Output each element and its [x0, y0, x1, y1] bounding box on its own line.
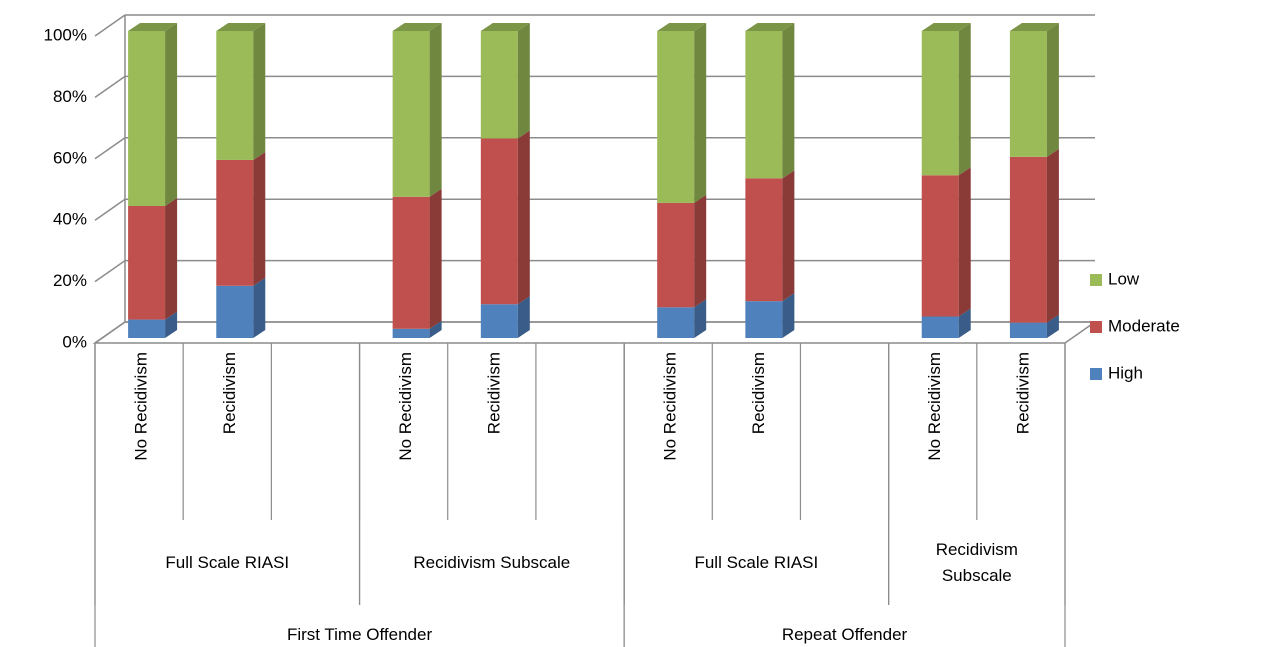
tick-diagonal [94, 259, 126, 283]
bar [392, 328, 430, 338]
bar-side [253, 23, 266, 160]
bar [657, 202, 695, 308]
x-tick-label: Recidivism [220, 352, 239, 434]
bar [216, 31, 254, 160]
bar [128, 205, 166, 320]
bar [745, 31, 783, 179]
group-label: Repeat Offender [781, 625, 908, 644]
tick-diagonal [94, 137, 126, 160]
x-tick-label: Recidivism [1013, 352, 1032, 434]
tick-diagonal [94, 321, 126, 344]
bar-side [694, 194, 707, 308]
bar [657, 307, 695, 338]
tick-diagonal [94, 198, 126, 221]
group-label: First Time Offender [286, 625, 433, 644]
bar-side [1046, 23, 1059, 157]
bar-side [782, 293, 795, 338]
x-tick-label: No Recidivism [396, 352, 415, 461]
y-tick-label: 100% [44, 25, 87, 44]
legend-label: Low [1108, 269, 1140, 288]
bar-top [216, 23, 266, 31]
bar-side [517, 130, 530, 305]
bar-side [517, 23, 530, 139]
bar-side [165, 23, 178, 206]
bar-side [694, 299, 707, 338]
bar [480, 304, 518, 338]
bar-side [429, 320, 442, 338]
bar-side [782, 23, 795, 179]
legend-swatch [1090, 274, 1102, 286]
x-tick-label: No Recidivism [132, 352, 151, 461]
legend-label: High [1108, 363, 1143, 382]
bar-side [165, 197, 178, 320]
y-tick-label: 20% [53, 271, 87, 290]
bar-side [1046, 314, 1059, 338]
y-tick-label: 0% [62, 332, 87, 351]
tick-diagonal [94, 75, 126, 99]
bar [480, 138, 518, 305]
bar [128, 31, 166, 206]
bar-top [921, 23, 971, 31]
x-tick-label: No Recidivism [661, 352, 680, 461]
bar [128, 319, 166, 338]
group-label: Full Scale RIASI [165, 553, 290, 572]
bar [657, 31, 695, 203]
tick-diagonal [94, 14, 126, 37]
bar [745, 178, 783, 302]
bar-top [745, 23, 795, 31]
bar [392, 31, 430, 197]
bar-side [958, 23, 971, 176]
bar-side [782, 170, 795, 302]
bar-top [480, 23, 530, 31]
bar-top [392, 23, 442, 31]
group-label: Recidivism Subscale [935, 540, 1018, 585]
bar [921, 31, 959, 176]
bar-side [1046, 148, 1059, 323]
x-tick-label: Recidivism [484, 352, 503, 434]
bar [745, 301, 783, 338]
bar-top [657, 23, 707, 31]
x-tick-label: No Recidivism [925, 352, 944, 461]
x-tick-label: Recidivism [749, 352, 768, 434]
bar [216, 285, 254, 338]
bar [216, 159, 254, 286]
bar [392, 196, 430, 329]
bar-side [958, 167, 971, 317]
legend-swatch [1090, 321, 1102, 333]
bar-side [517, 296, 530, 338]
bar-side [694, 23, 707, 203]
group-label: Recidivism Subscale [413, 553, 571, 572]
bar-top [1009, 23, 1059, 31]
bar [1009, 156, 1047, 323]
bar [1009, 31, 1047, 157]
bar [480, 31, 518, 139]
bar [921, 175, 959, 317]
bar-side [429, 188, 442, 329]
bar-top [128, 23, 178, 31]
bar [1009, 322, 1047, 338]
legend-swatch [1090, 368, 1102, 380]
y-tick-label: 60% [53, 148, 87, 167]
group-label: Full Scale RIASI [694, 553, 819, 572]
y-tick-label: 80% [53, 87, 87, 106]
bar [921, 316, 959, 338]
bar-side [253, 277, 266, 338]
bar-side [253, 151, 266, 286]
legend-label: Moderate [1108, 316, 1180, 335]
bar-side [165, 311, 178, 338]
bar-side [429, 23, 442, 197]
bar-side [958, 308, 971, 338]
y-tick-label: 40% [53, 210, 87, 229]
